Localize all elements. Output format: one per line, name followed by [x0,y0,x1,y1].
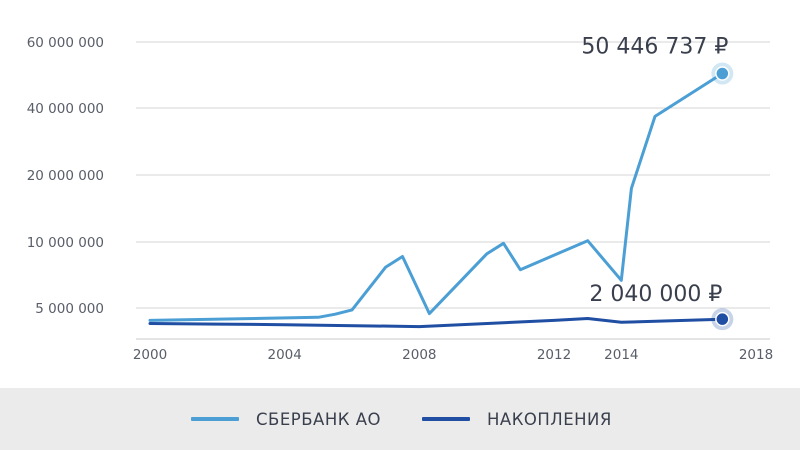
x-tick-label: 2018 [739,347,773,363]
y-tick-label: 20 000 000 [27,168,104,184]
end-value-label-1: 2 040 000 ₽ [589,282,722,307]
series-lines [148,72,724,329]
series-line-0 [148,72,724,322]
y-tick-label: 60 000 000 [27,35,104,51]
x-tick-label: 2004 [267,347,301,363]
end-value-label-0: 50 446 737 ₽ [581,35,728,60]
legend-swatch-sberbank [191,417,239,421]
legend-label-sberbank: СБЕРБАНК АО [256,409,381,429]
chart: 5 000 000 10 000 000 20 000 000 40 000 000 6… [27,35,773,363]
x-axis-ticks: 2000 2004 2008 2012 2014 2018 [133,347,773,363]
callouts: 50 446 737 ₽ 2 040 000 ₽ [581,35,728,308]
x-tick-label: 2008 [402,347,436,363]
y-axis-ticks: 5 000 000 10 000 000 20 000 000 40 000 000 6… [27,35,104,317]
legend-item-savings: НАКОПЛЕНИЯ [422,409,612,429]
x-tick-label: 2000 [133,347,167,363]
legend-label-savings: НАКОПЛЕНИЯ [487,409,612,429]
end-marker-0 [715,66,730,81]
legend: СБЕРБАНК АО НАКОПЛЕНИЯ [0,388,800,450]
y-tick-label: 5 000 000 [35,301,104,317]
y-tick-label: 40 000 000 [27,101,104,117]
series-line-1 [148,317,724,329]
legend-item-sberbank: СБЕРБАНК АО [191,409,381,429]
legend-swatch-savings [422,417,470,421]
end-markers [711,62,734,331]
gridlines [136,41,770,309]
x-tick-label: 2014 [604,347,638,363]
x-tick-label: 2012 [537,347,571,363]
end-marker-1 [715,311,730,327]
y-tick-label: 10 000 000 [27,235,104,251]
